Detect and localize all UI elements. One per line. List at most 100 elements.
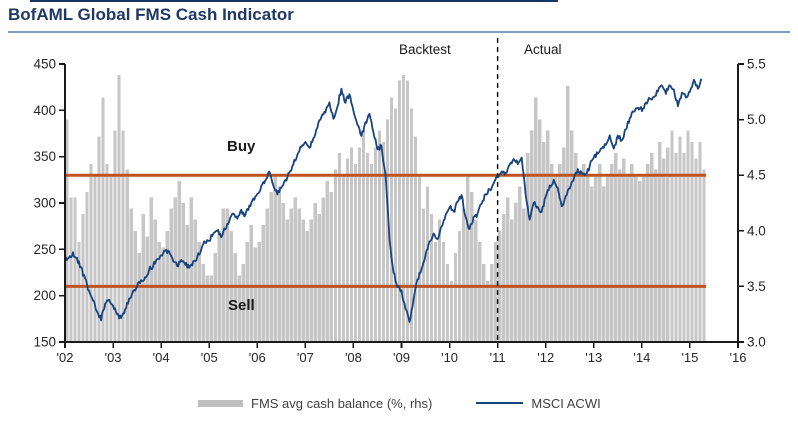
left-tick-label: 250 — [33, 242, 56, 257]
bar — [526, 152, 530, 342]
bar — [630, 164, 634, 342]
bar — [646, 164, 650, 342]
bar — [437, 219, 442, 342]
bar — [325, 180, 330, 342]
bar — [638, 180, 642, 342]
bar — [245, 241, 249, 342]
right-tick-label: 3.0 — [747, 335, 766, 350]
bar — [477, 241, 482, 342]
bar — [77, 241, 81, 342]
left-tick-label: 200 — [33, 288, 56, 303]
bar — [582, 164, 586, 342]
right-tick-label: 4.5 — [747, 168, 766, 183]
bar — [153, 219, 157, 342]
bar — [586, 175, 590, 342]
bar — [469, 191, 474, 342]
right-tick-label: 5.0 — [747, 112, 766, 127]
bar — [361, 130, 366, 342]
bar — [598, 164, 602, 342]
bar — [610, 164, 614, 342]
bar — [317, 214, 322, 342]
bar — [69, 197, 73, 342]
bar — [453, 253, 458, 342]
bar — [289, 208, 293, 342]
bar — [109, 175, 113, 342]
bar — [105, 164, 109, 342]
bar — [121, 130, 125, 342]
x-tick-label: '10 — [441, 350, 458, 365]
actual-label: Actual — [524, 42, 562, 57]
bar — [642, 175, 646, 342]
bar — [401, 75, 406, 343]
left-tick-label: 350 — [33, 149, 56, 164]
bar — [221, 208, 225, 342]
bar — [233, 253, 237, 342]
legend: FMS avg cash balance (%, rhs) MSCI ACWI — [198, 393, 601, 413]
x-tick-label: '09 — [393, 350, 410, 365]
bar — [309, 219, 314, 342]
bar — [161, 247, 165, 342]
bar — [89, 164, 93, 342]
bar — [273, 175, 277, 342]
x-tick-label: '16 — [730, 350, 747, 365]
bar — [433, 241, 438, 342]
bar — [345, 158, 350, 342]
bar — [241, 264, 245, 342]
bar — [485, 280, 490, 342]
bar — [333, 169, 338, 342]
bar — [225, 208, 229, 342]
right-tick-label: 3.5 — [747, 279, 766, 294]
bar — [281, 203, 285, 342]
bar — [265, 208, 269, 342]
right-axis: 5.5 5.0 4.5 4.0 3.5 3.0 — [738, 57, 766, 350]
legend-line-swatch — [476, 401, 524, 405]
bar — [193, 219, 197, 342]
bar — [301, 219, 306, 342]
x-axis: '02 '03 '04 '05 '06 '07 '08 '09 '10 '11 '12 '13 '14 '… — [57, 342, 747, 365]
bar — [261, 225, 265, 342]
x-tick-label: '03 — [105, 350, 122, 365]
bar — [377, 130, 382, 342]
title-underline — [8, 31, 790, 33]
bar — [614, 152, 618, 342]
bar — [413, 136, 418, 342]
bar — [502, 214, 506, 342]
bar — [662, 158, 666, 342]
buy-threshold-label: Buy — [227, 138, 256, 155]
crop-artifact-strip — [30, 0, 558, 2]
bar — [145, 236, 149, 342]
bar — [321, 197, 326, 342]
legend-bar-label: FMS avg cash balance (%, rhs) — [251, 395, 433, 411]
bar — [506, 197, 510, 342]
threshold-lines — [65, 173, 706, 288]
bar — [538, 119, 542, 342]
bar — [173, 197, 177, 342]
bar — [489, 264, 494, 342]
bar — [417, 175, 422, 342]
x-tick-label: '12 — [537, 350, 554, 365]
bar — [441, 241, 446, 342]
bar — [449, 280, 454, 342]
bar — [65, 119, 69, 342]
bar — [698, 141, 702, 342]
x-tick-label: '02 — [57, 350, 74, 365]
bar — [594, 175, 598, 342]
x-tick-label: '08 — [345, 350, 362, 365]
bar — [678, 136, 682, 342]
bar — [277, 186, 281, 342]
bar — [73, 197, 77, 342]
bar — [602, 186, 606, 342]
bar — [313, 203, 318, 342]
bar — [349, 147, 354, 342]
bar — [654, 169, 658, 342]
bar — [429, 214, 434, 342]
bar — [465, 175, 470, 342]
bar — [97, 136, 101, 342]
bar — [574, 152, 578, 342]
bar — [205, 275, 209, 342]
bar — [285, 219, 289, 342]
bar — [409, 108, 414, 342]
bar — [634, 175, 638, 342]
bar — [381, 141, 386, 342]
